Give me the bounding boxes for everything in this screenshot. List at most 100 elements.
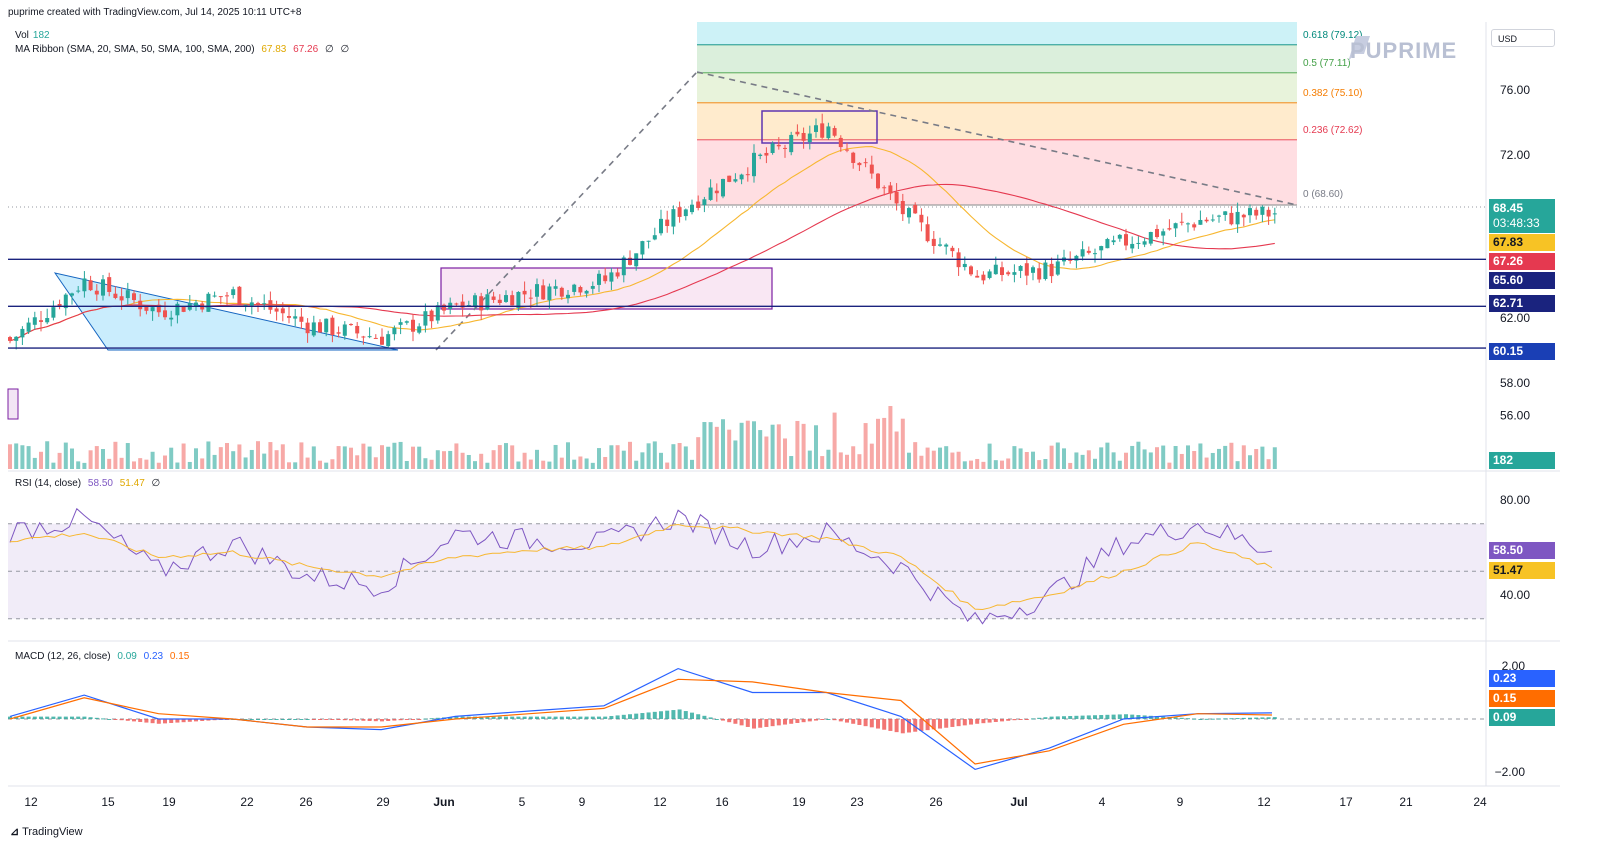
volume-bar (770, 424, 775, 469)
fib-label: 0.382 (75.10) (1303, 88, 1363, 99)
volume-bar (1217, 448, 1221, 469)
currency-selector[interactable]: USD (1491, 29, 1555, 47)
volume-bar (361, 443, 366, 469)
volume-bar (76, 461, 81, 469)
volume-bar (330, 459, 335, 469)
macd-histogram-bar (522, 716, 527, 719)
macd-histogram-bar (88, 717, 93, 719)
candle-body (721, 178, 725, 197)
macd-histogram-bar (628, 714, 632, 719)
brand-watermark: PUPRIME (1350, 38, 1458, 63)
volume-bar (491, 450, 496, 469)
candle-body (63, 294, 68, 309)
candle-body (826, 126, 831, 139)
volume-bar (1272, 447, 1277, 469)
macd-histogram-bar (1179, 717, 1184, 719)
volume-bar (1086, 450, 1091, 469)
rsi-label: RSI (14, close) (15, 478, 82, 489)
price-tick-label: 56.00 (1500, 409, 1530, 423)
volume-bar (51, 462, 56, 469)
volume-bar (1080, 454, 1085, 469)
rsi-legend[interactable]: RSI (14, close) 58.50 51.47 ∅ (15, 478, 164, 489)
candle-body (429, 310, 434, 322)
candle-body (206, 293, 211, 312)
candle-body (76, 290, 81, 292)
volume-bar (919, 455, 924, 469)
time-axis-label: 4 (1099, 795, 1106, 809)
candle-body (411, 319, 415, 332)
volume-bar (212, 454, 217, 469)
volume-bar (900, 418, 905, 469)
macd-histogram-bar (528, 716, 533, 719)
candle-body (857, 162, 862, 166)
candle-body (900, 200, 905, 215)
macd-histogram-bar (1155, 716, 1159, 719)
macd-histogram-bar (274, 719, 279, 720)
volume-bar (671, 444, 676, 469)
tradingview-footer-text: TradingView (22, 826, 83, 838)
volume-bar (733, 440, 738, 469)
candle-body (305, 322, 310, 334)
macd-histogram-bar (404, 719, 409, 720)
volume-legend[interactable]: Vol 182 (15, 30, 54, 41)
volume-bar (194, 448, 198, 469)
candle-body (268, 300, 273, 310)
candle-body (175, 303, 180, 316)
macd-histogram-bar (770, 719, 775, 727)
macd-histogram-bar (57, 716, 62, 719)
time-axis-label: 23 (850, 795, 864, 809)
candle-body (807, 133, 812, 143)
volume-bar (708, 422, 713, 469)
volume-bar (1198, 443, 1203, 469)
candle-body (671, 209, 676, 227)
tradingview-footer: ⊿ TradingView (10, 825, 83, 838)
volume-bar (336, 446, 341, 469)
candle-body (838, 137, 843, 148)
volume-bar (1000, 460, 1004, 469)
volume-bar (758, 430, 763, 469)
macd-histogram-bar (39, 716, 43, 719)
macd-histogram-bar (1130, 714, 1135, 719)
macd-histogram-bar (919, 719, 924, 731)
time-axis-label: 17 (1339, 795, 1353, 809)
macd-histogram-bar (175, 719, 180, 723)
triangle-pattern (53, 272, 399, 351)
macd-histogram-bar (1161, 716, 1166, 719)
volume-bar (113, 441, 118, 469)
candle-body (1099, 246, 1104, 251)
macd-legend[interactable]: MACD (12, 26, close) 0.09 0.23 0.15 (15, 651, 193, 662)
volume-bar (274, 450, 279, 469)
volume-bar (305, 457, 310, 469)
candle-body (454, 303, 459, 305)
time-axis-label: 22 (240, 795, 254, 809)
volume-bar (869, 443, 874, 469)
volume-bar (150, 451, 155, 469)
candle-body (280, 308, 285, 314)
sma20-tag: 67.83 (1489, 234, 1555, 251)
candle-body (659, 218, 663, 234)
macd-histogram-bar (702, 715, 707, 719)
candle-body (32, 317, 37, 325)
candle-body (1068, 259, 1073, 261)
volume-bar (739, 422, 744, 469)
macd-histogram-bar (435, 717, 440, 719)
volume-bar (504, 443, 508, 469)
candle-body (938, 244, 942, 246)
macd-histogram-bar (429, 718, 434, 720)
volume-bar (218, 447, 223, 469)
candle-body (869, 164, 874, 174)
price-tick-label: 76.00 (1500, 83, 1530, 97)
candle-body (367, 336, 372, 338)
candle-body (820, 123, 825, 138)
macd-histogram-bar (342, 719, 347, 721)
candle-body (293, 316, 298, 319)
volume-bar (894, 431, 899, 469)
candle-body (764, 152, 769, 156)
volume-bar (1136, 441, 1141, 469)
macd-histogram-bar (113, 719, 118, 720)
macd-histogram-bar (863, 719, 868, 727)
ma-ribbon-legend[interactable]: MA Ribbon (SMA, 20, SMA, 50, SMA, 100, S… (15, 44, 353, 55)
volume-bar (268, 442, 273, 469)
time-axis-label: 9 (579, 795, 586, 809)
